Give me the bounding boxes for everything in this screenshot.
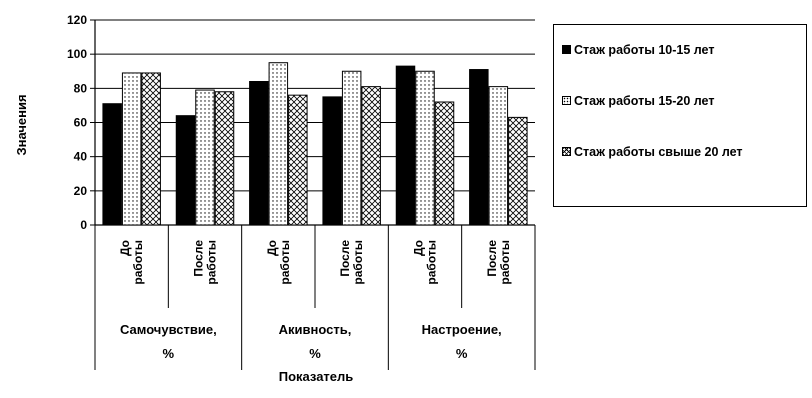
category-label: работы	[498, 240, 512, 285]
category-label: После	[485, 240, 499, 277]
bar	[214, 91, 235, 226]
group-label: %	[456, 346, 468, 361]
y-tick-label: 100	[67, 47, 87, 61]
category-label: До	[412, 240, 426, 256]
group-label: %	[309, 346, 321, 361]
group-label: Самочувствие,	[120, 322, 217, 337]
y-axis-title: Значения	[14, 94, 29, 155]
group-label: Настроение,	[422, 322, 502, 337]
bar	[469, 69, 489, 226]
category-label: После	[192, 240, 206, 277]
bars	[102, 62, 528, 226]
category-label: До	[265, 240, 279, 256]
legend-item-series-1: Стаж работы 10-15 лет	[562, 41, 800, 60]
bar	[395, 65, 416, 226]
legend-item-series-2: Стаж работы 15-20 лет	[562, 92, 800, 111]
group-label: Акивность,	[279, 322, 352, 337]
legend-label: Стаж работы 15-20 лет	[574, 94, 715, 108]
category-label: До	[118, 240, 132, 256]
bar	[141, 72, 161, 226]
category-label: работы	[351, 240, 365, 285]
legend: Стаж работы 10-15 лет Стаж работы 15-20 …	[553, 24, 807, 207]
y-tick-label: 120	[67, 13, 87, 27]
bar	[508, 116, 528, 226]
axes	[90, 19, 536, 370]
legend-label: Стаж работы свыше 20 лет	[574, 145, 743, 159]
bar	[249, 81, 269, 226]
bar	[288, 94, 308, 226]
solid-swatch-icon	[562, 45, 571, 54]
category-label: работы	[205, 240, 219, 285]
y-tick-label: 20	[74, 184, 88, 198]
bar	[175, 115, 196, 226]
y-tick-label: 60	[74, 116, 88, 130]
bar	[341, 70, 362, 226]
y-tick-label: 40	[74, 150, 88, 164]
crosshatch-swatch-icon	[562, 147, 571, 156]
category-label: работы	[131, 240, 145, 285]
bar	[268, 62, 289, 226]
gridlines	[95, 19, 535, 192]
bar	[102, 103, 122, 226]
dotted-swatch-icon	[562, 96, 571, 105]
legend-item-series-3: Стаж работы свыше 20 лет	[562, 143, 800, 162]
group-label: %	[163, 346, 175, 361]
y-tick-label: 0	[80, 218, 87, 232]
category-label: После	[338, 240, 352, 277]
y-tick-label: 80	[74, 81, 88, 95]
bar	[415, 70, 435, 226]
x-axis-title: Показатель	[279, 369, 354, 384]
category-label: работы	[278, 240, 292, 285]
bar	[488, 86, 509, 226]
bar	[322, 96, 342, 226]
bar	[195, 89, 215, 226]
bar	[361, 86, 381, 226]
category-label: работы	[425, 240, 439, 285]
bar	[434, 101, 455, 226]
legend-label: Стаж работы 10-15 лет	[574, 43, 715, 57]
bar	[121, 72, 142, 226]
